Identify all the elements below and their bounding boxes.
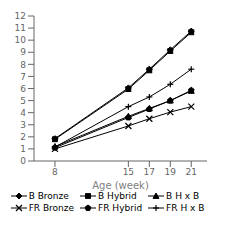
- svg-text:0: 0: [20, 156, 26, 166]
- html-text:FR Bronze: FR Bronze: [28, 203, 75, 213]
- svg-text:5: 5: [20, 96, 26, 106]
- svg-text:11: 11: [15, 23, 26, 33]
- svg-text:1: 1: [20, 144, 26, 154]
- svg-text:17: 17: [144, 167, 155, 177]
- svg-text:6: 6: [20, 84, 26, 94]
- svg-text:2: 2: [20, 132, 26, 142]
- html-text:B Hybrid: B Hybrid: [98, 191, 137, 201]
- svg-text:10: 10: [15, 35, 27, 45]
- html-text:B H x B: B H x B: [166, 191, 200, 201]
- svg-text:21: 21: [186, 167, 197, 177]
- svg-text:12: 12: [15, 11, 26, 21]
- svg-text:4: 4: [20, 108, 26, 118]
- svg-text:15: 15: [123, 167, 134, 177]
- svg-text:Age (week): Age (week): [92, 180, 149, 191]
- html-text:FR H x B: FR H x B: [166, 203, 205, 213]
- svg-text:7: 7: [20, 72, 26, 82]
- svg-text:3: 3: [20, 120, 26, 130]
- svg-text:8: 8: [20, 60, 26, 70]
- svg-text:9: 9: [20, 47, 26, 57]
- svg-text:8: 8: [52, 167, 58, 177]
- html-text:FR Hybrid: FR Hybrid: [98, 203, 143, 213]
- html-text:B Bronze: B Bronze: [28, 191, 69, 201]
- svg-text:19: 19: [165, 167, 177, 177]
